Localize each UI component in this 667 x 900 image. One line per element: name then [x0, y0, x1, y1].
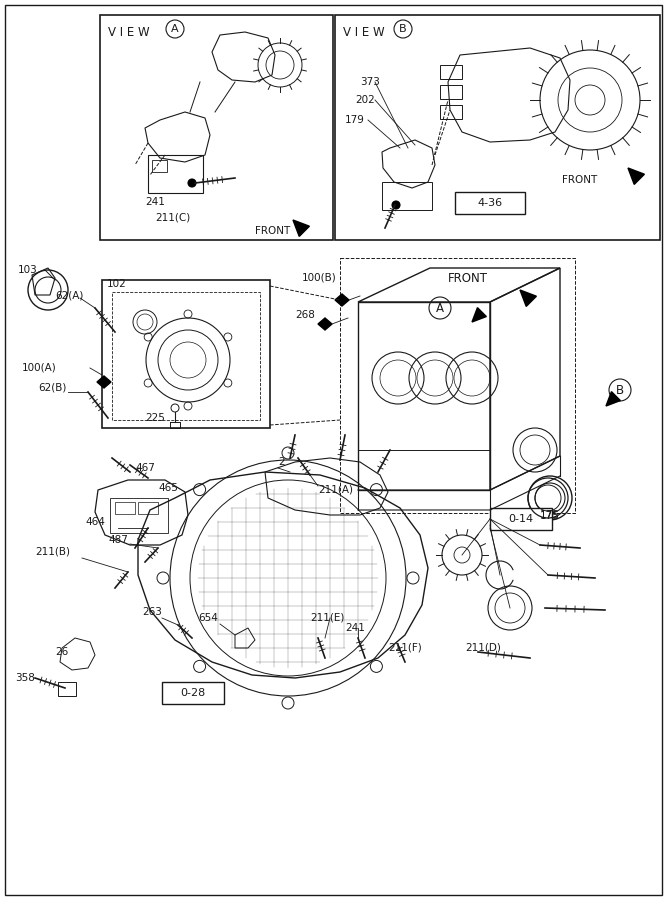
Polygon shape: [318, 318, 332, 330]
Text: 103: 103: [18, 265, 38, 275]
Bar: [152, 160, 167, 172]
Circle shape: [188, 179, 196, 187]
Text: A: A: [171, 24, 179, 34]
Text: 241: 241: [145, 197, 165, 207]
Text: 464: 464: [85, 517, 105, 527]
Text: 358: 358: [15, 673, 35, 683]
Bar: [112, 292, 260, 420]
Text: 211(F): 211(F): [388, 643, 422, 653]
Bar: [162, 682, 224, 704]
Text: 26: 26: [55, 647, 68, 657]
Text: 2: 2: [278, 457, 285, 467]
Text: B: B: [616, 383, 624, 397]
Text: 211(D): 211(D): [465, 643, 501, 653]
Text: 179: 179: [345, 115, 365, 125]
Text: 211(E): 211(E): [310, 613, 344, 623]
Bar: [138, 502, 158, 514]
Text: 175: 175: [540, 510, 560, 520]
Polygon shape: [293, 220, 309, 237]
Polygon shape: [628, 168, 644, 184]
Text: 225: 225: [145, 413, 165, 423]
Text: 373: 373: [360, 77, 380, 87]
Bar: [440, 85, 462, 99]
Bar: [335, 15, 660, 240]
Text: 0-28: 0-28: [180, 688, 205, 698]
Bar: [58, 682, 76, 696]
Polygon shape: [606, 392, 620, 406]
Polygon shape: [335, 294, 349, 306]
Bar: [455, 192, 525, 214]
Text: B: B: [399, 24, 407, 34]
Text: 467: 467: [135, 463, 155, 473]
Text: 654: 654: [198, 613, 218, 623]
Text: 202: 202: [355, 95, 375, 105]
Text: 100(A): 100(A): [22, 363, 57, 373]
Text: 102: 102: [107, 279, 127, 289]
Text: 62(B): 62(B): [38, 383, 67, 393]
Text: 175: 175: [540, 511, 560, 521]
Bar: [115, 502, 135, 514]
Text: 4-36: 4-36: [478, 198, 502, 208]
Bar: [102, 280, 270, 428]
Text: 487: 487: [108, 535, 128, 545]
Bar: [358, 450, 490, 490]
Text: 100(B): 100(B): [302, 273, 337, 283]
Polygon shape: [472, 308, 486, 322]
Bar: [440, 105, 462, 119]
Circle shape: [392, 201, 400, 209]
Bar: [100, 15, 333, 240]
Bar: [148, 155, 203, 193]
Polygon shape: [97, 376, 111, 388]
Bar: [382, 182, 432, 210]
Text: 241: 241: [345, 623, 365, 633]
Bar: [110, 498, 168, 533]
Bar: [340, 258, 575, 513]
Text: A: A: [436, 302, 444, 314]
Text: 211(B): 211(B): [35, 547, 70, 557]
Text: FRONT: FRONT: [448, 272, 488, 284]
Text: 268: 268: [295, 310, 315, 320]
Bar: [490, 508, 552, 530]
Text: 465: 465: [158, 483, 178, 493]
Text: FRONT: FRONT: [562, 175, 597, 185]
Text: V I E W: V I E W: [343, 26, 385, 40]
Text: 62(A): 62(A): [55, 290, 83, 300]
Text: FRONT: FRONT: [255, 226, 290, 236]
Text: V I E W: V I E W: [108, 26, 149, 40]
Text: 211(C): 211(C): [155, 213, 190, 223]
Polygon shape: [520, 290, 536, 306]
Text: 211(A): 211(A): [318, 485, 353, 495]
Text: 0-14: 0-14: [508, 514, 534, 524]
Bar: [440, 65, 462, 79]
Text: 263: 263: [142, 607, 162, 617]
